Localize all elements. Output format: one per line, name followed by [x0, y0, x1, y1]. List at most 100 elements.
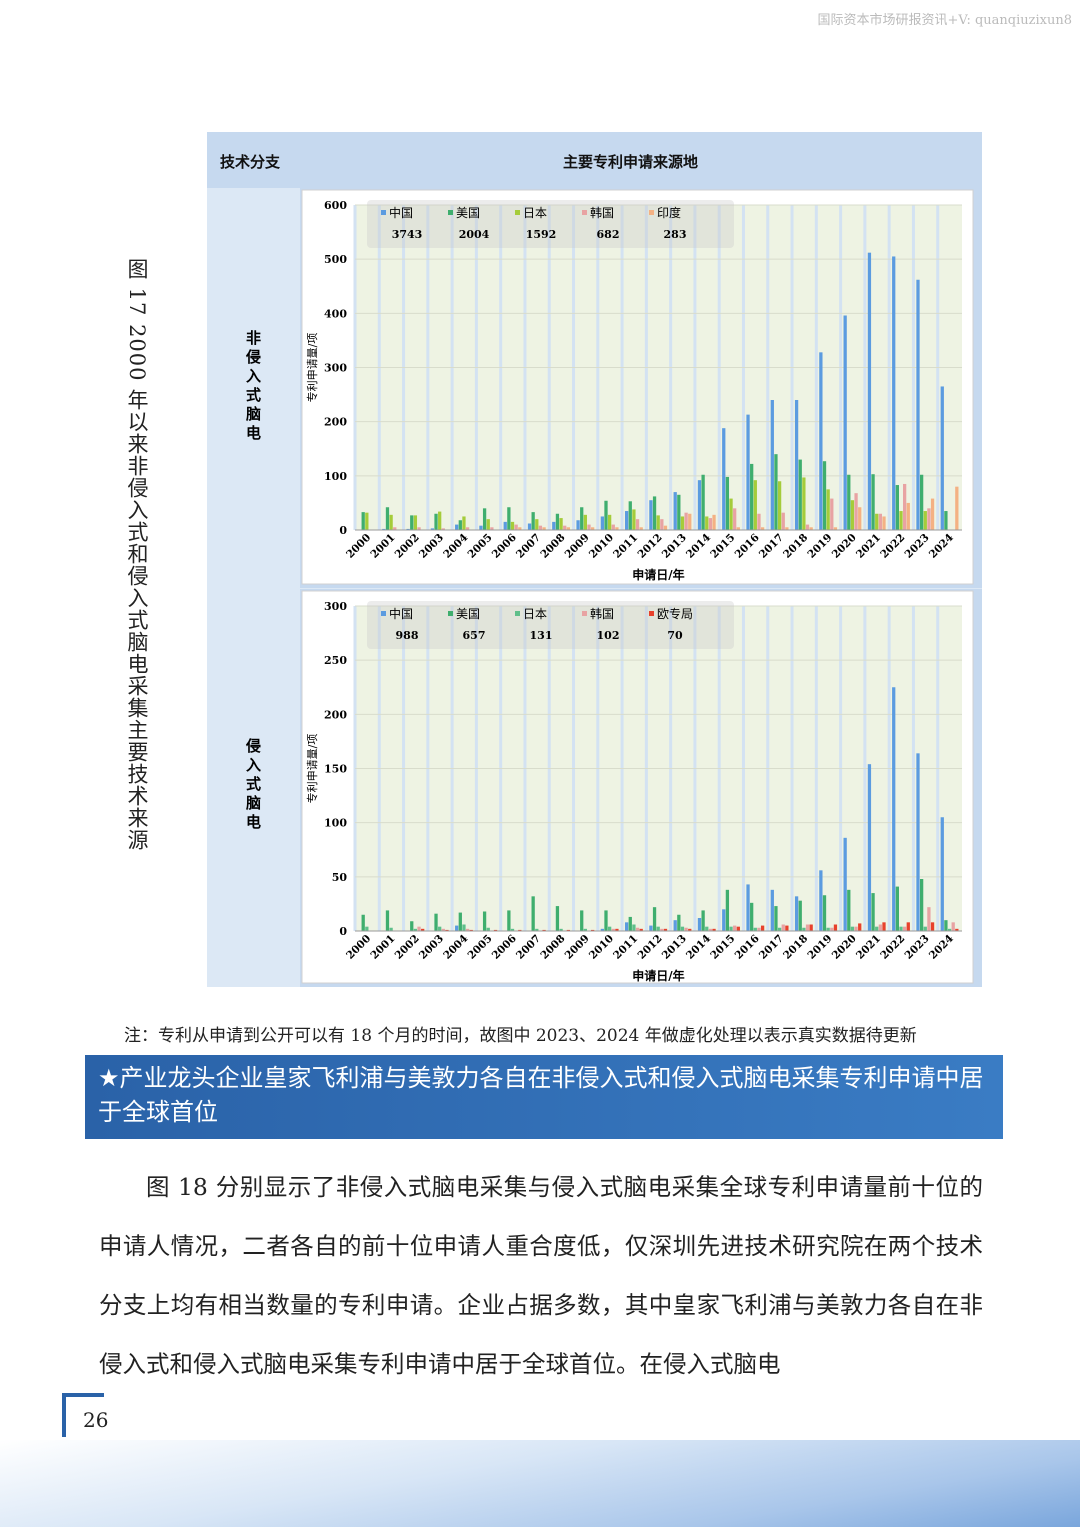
- bar: [417, 926, 421, 931]
- legend-label: 美国: [456, 607, 480, 621]
- bar: [875, 513, 879, 530]
- bar: [688, 513, 692, 530]
- bar: [413, 928, 418, 931]
- bar: [701, 910, 705, 931]
- bar: [746, 414, 750, 530]
- page-number: 26: [83, 1408, 109, 1432]
- bar: [639, 527, 643, 530]
- bar: [469, 929, 473, 931]
- bar: [944, 511, 948, 530]
- bar: [757, 513, 761, 530]
- bar: [361, 512, 365, 530]
- bar: [919, 879, 924, 931]
- bar: [875, 926, 879, 931]
- y-tick-label: 300: [324, 362, 347, 375]
- legend-label: 中国: [389, 606, 413, 621]
- x-axis-title: 申请日/年: [632, 968, 684, 983]
- legend-label: 日本: [523, 206, 547, 220]
- bar: [455, 524, 459, 530]
- y-tick-label: 100: [324, 817, 347, 830]
- legend-label: 美国: [456, 206, 480, 220]
- row-label: 侵入式脑电: [244, 738, 262, 833]
- bar: [777, 927, 782, 931]
- bar: [607, 514, 612, 530]
- y-tick-label: 0: [339, 925, 347, 938]
- bar: [729, 926, 733, 931]
- bar: [736, 527, 740, 530]
- bar: [847, 474, 851, 530]
- bar: [705, 516, 709, 530]
- bar: [822, 895, 827, 931]
- bar: [819, 870, 823, 931]
- legend-total: 283: [664, 228, 687, 241]
- bar: [563, 525, 567, 530]
- bar: [465, 928, 470, 931]
- bar: [615, 527, 619, 530]
- legend-label: 日本: [523, 607, 547, 621]
- bar: [940, 817, 944, 931]
- bar: [677, 494, 681, 530]
- bar: [604, 910, 608, 931]
- bar: [677, 914, 681, 931]
- banner-text: ★产业龙头企业皇家飞利浦与美敦力各自在非侵入式和侵入式脑电采集专利申请中居于全球…: [98, 1064, 984, 1126]
- bar: [892, 687, 896, 931]
- legend-total: 988: [396, 629, 419, 642]
- bar: [430, 528, 435, 530]
- bar: [750, 902, 754, 931]
- bar: [455, 925, 459, 931]
- legend-marker: [381, 611, 386, 616]
- bar: [580, 507, 584, 530]
- bar: [850, 926, 855, 931]
- bar: [639, 928, 643, 931]
- bar: [438, 926, 442, 931]
- bar: [867, 764, 872, 931]
- bar: [805, 524, 810, 530]
- bar: [591, 527, 595, 530]
- bar: [854, 493, 858, 530]
- y-tick-label: 50: [332, 871, 348, 884]
- bar: [794, 896, 799, 931]
- bar: [684, 512, 688, 530]
- bar: [867, 252, 872, 530]
- bar: [600, 516, 604, 530]
- bar: [802, 927, 806, 931]
- bar: [632, 509, 636, 530]
- bar: [673, 920, 677, 931]
- y-tick-label: 150: [324, 763, 347, 776]
- bar: [802, 477, 806, 530]
- bar: [847, 889, 851, 931]
- watermark: 国际资本市场研报资讯+V: quanqiuzixun8: [817, 13, 1072, 28]
- bar: [955, 928, 959, 931]
- y-tick-label: 100: [324, 470, 347, 483]
- bar: [656, 515, 660, 530]
- legend-total: 131: [530, 629, 553, 642]
- bar: [555, 513, 560, 530]
- bar: [518, 929, 522, 931]
- legend-total: 70: [667, 629, 683, 642]
- bar: [708, 928, 713, 931]
- legend-marker: [448, 210, 453, 215]
- bar: [462, 924, 466, 931]
- bar: [604, 500, 608, 530]
- bar: [750, 463, 754, 530]
- bar: [770, 400, 774, 530]
- bar: [382, 528, 386, 530]
- bar: [785, 527, 789, 530]
- bar: [757, 927, 761, 931]
- bar: [930, 498, 935, 530]
- bar: [587, 524, 591, 530]
- bar: [538, 525, 543, 530]
- bar: [916, 279, 920, 530]
- bar: [760, 527, 765, 530]
- y-tick-label: 400: [324, 307, 347, 320]
- bar: [434, 913, 438, 931]
- bar: [580, 910, 584, 931]
- bar: [785, 925, 789, 931]
- bar: [535, 928, 539, 931]
- bar: [445, 929, 449, 931]
- bar: [482, 911, 487, 931]
- bar: [760, 925, 765, 931]
- bar: [725, 476, 730, 530]
- bar: [458, 520, 462, 530]
- bar: [611, 524, 615, 530]
